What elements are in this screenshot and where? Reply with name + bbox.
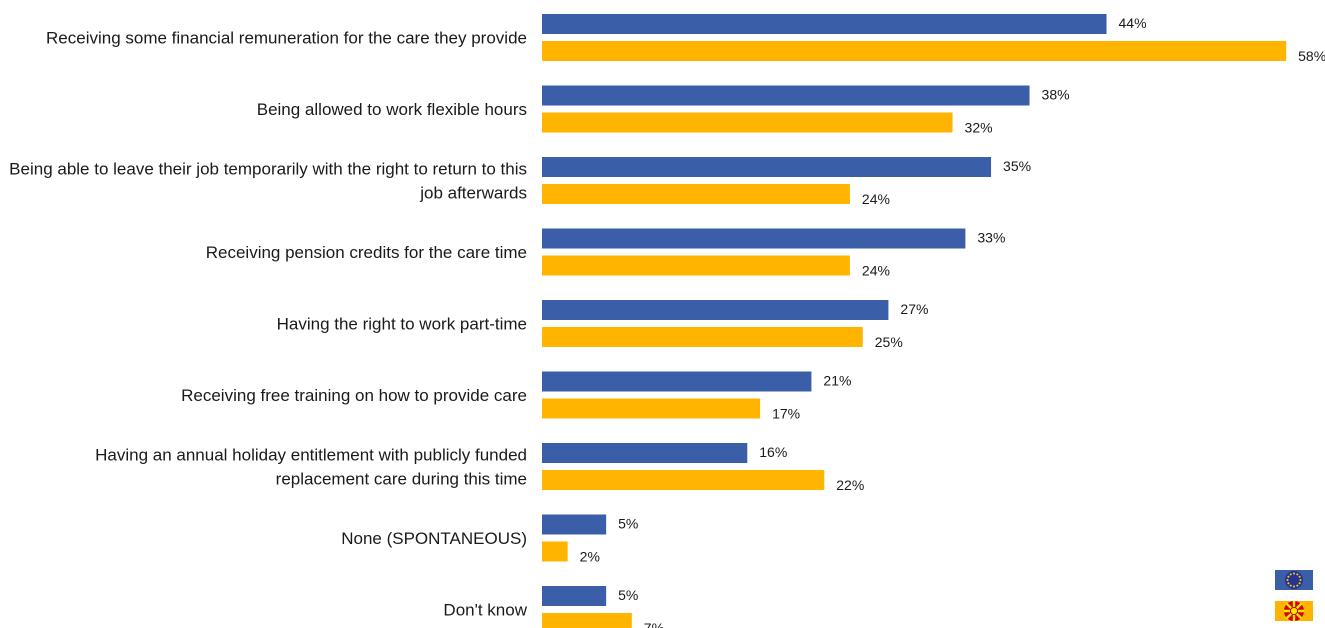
value-label: 2% [580,549,600,565]
value-label: 16% [759,444,787,460]
category-label: Don't know [443,601,527,620]
value-label: 58% [1298,48,1325,64]
bar-mk [542,41,1287,61]
bar-mk [542,184,850,204]
bar-mk [542,541,568,562]
value-label: 24% [862,263,890,279]
category-label: Receiving some financial remuneration fo… [46,29,527,48]
value-label: 5% [618,516,638,532]
bar-eu [542,85,1030,106]
value-label: 27% [900,301,928,317]
bar-mk [542,398,761,419]
value-label: 32% [965,120,993,136]
category-label: Having an annual holiday entitlement wit… [95,446,527,489]
category-label: None (SPONTANEOUS) [341,529,527,548]
category-label: Having the right to work part-time [277,315,527,334]
value-label: 17% [772,406,800,422]
category-label: Being allowed to work flexible hours [257,100,527,119]
bar-mk [542,327,863,347]
value-label: 5% [618,587,638,603]
value-label: 7% [644,620,664,628]
eu-flag-icon [1275,570,1313,590]
category-label: Receiving free training on how to provid… [181,386,527,405]
bar-eu [542,157,992,177]
value-label: 21% [823,373,851,389]
value-label: 35% [1003,158,1031,174]
bar-eu [542,586,607,606]
bar-eu [542,300,889,320]
bar-eu [542,228,966,249]
value-label: 33% [977,230,1005,246]
bar-mk [542,255,850,276]
value-label: 24% [862,191,890,207]
bar-eu [542,371,812,392]
value-label: 25% [875,334,903,350]
bar-mk [542,613,632,628]
bar-mk [542,470,825,490]
category-label: Being able to leave their job temporaril… [9,160,527,203]
bar-mk [542,112,953,133]
value-label: 22% [836,477,864,493]
bar-eu [542,14,1107,34]
value-label: 38% [1042,87,1070,103]
category-label: Receiving pension credits for the care t… [206,243,527,262]
bar-eu [542,443,748,463]
north-macedonia-flag-icon [1275,601,1313,621]
bar-eu [542,514,607,535]
value-label: 44% [1119,15,1147,31]
